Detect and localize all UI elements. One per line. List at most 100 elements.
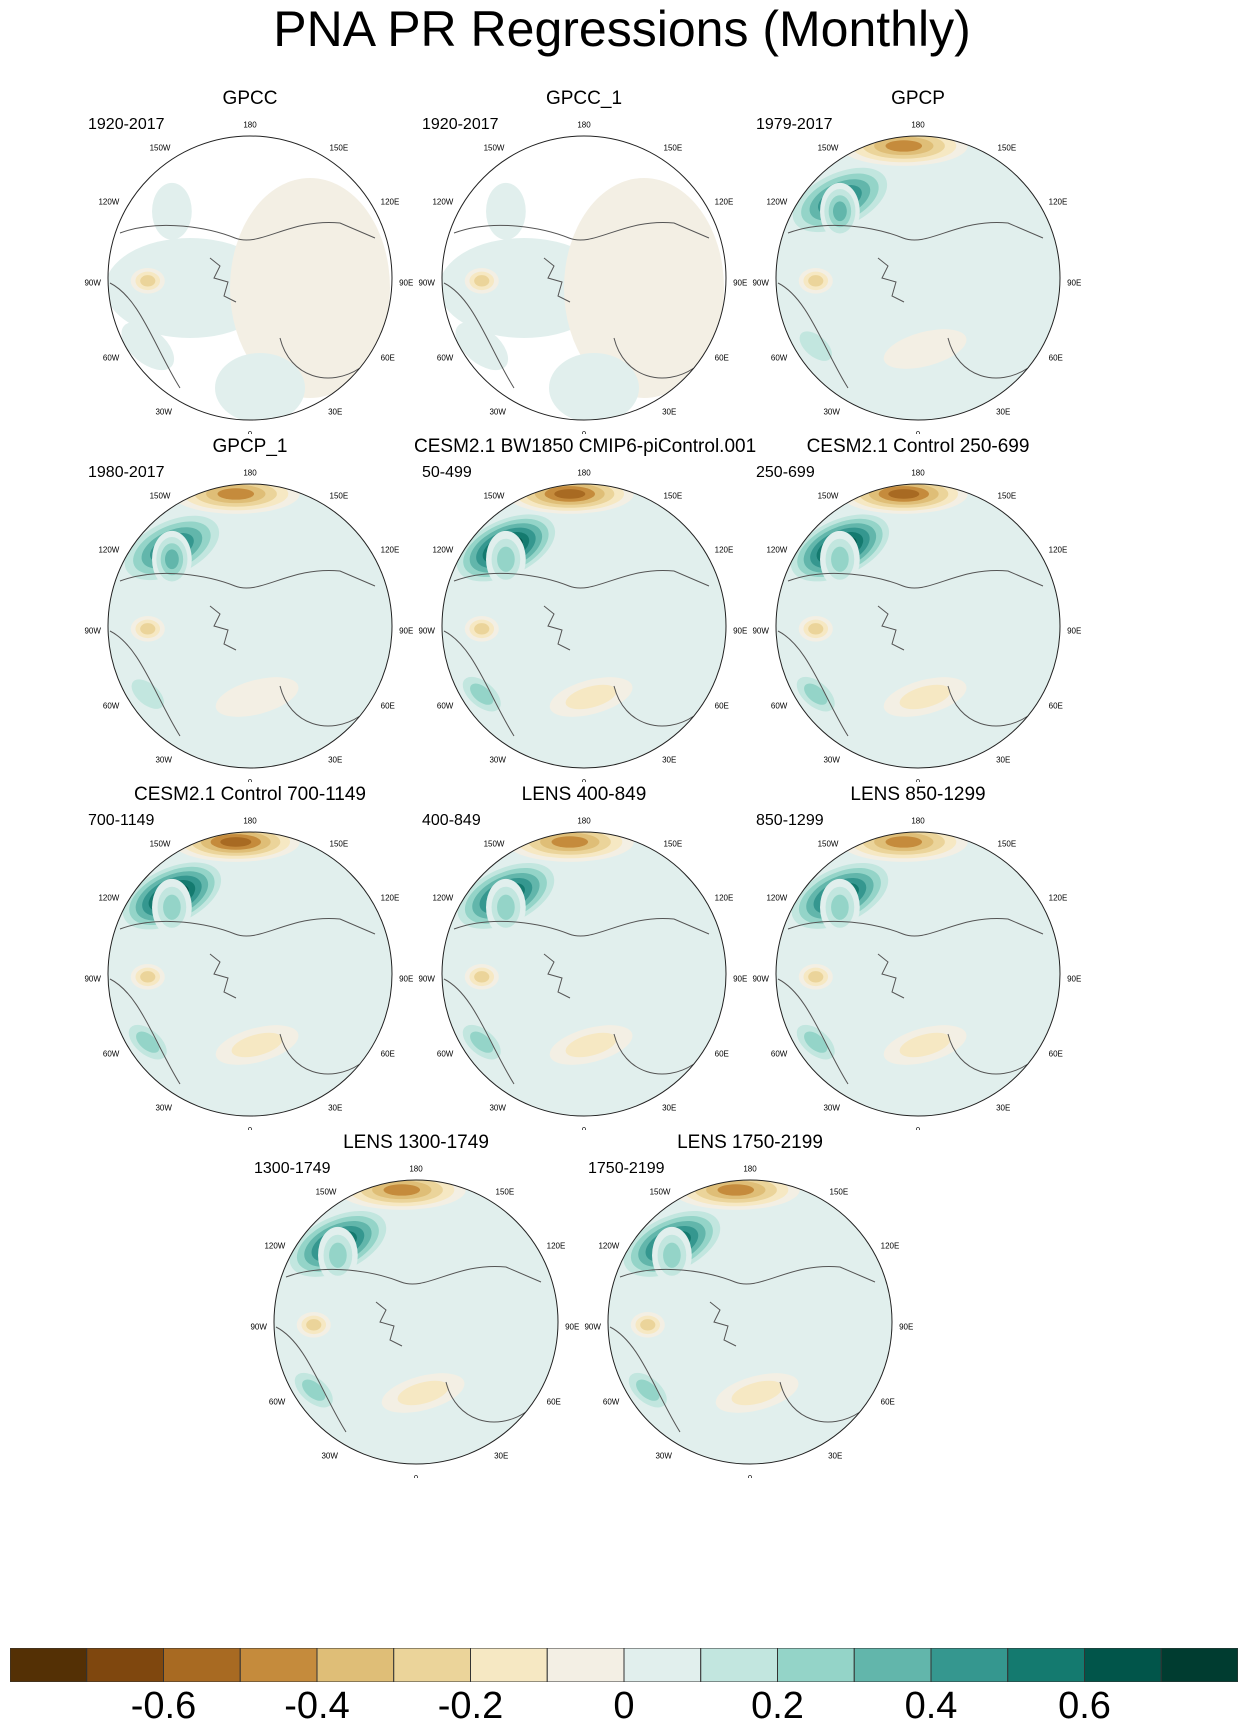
colorbar-swatch — [163, 1648, 241, 1682]
longitude-label: 30W — [489, 1103, 506, 1112]
longitude-label: 120E — [547, 1241, 566, 1250]
contour-interior-dry — [640, 1319, 656, 1331]
longitude-label: 30E — [996, 407, 1010, 416]
polar-map: 180 150E 120E 90E 60E 30E 0 30W 60W 90W 120W 150W — [84, 817, 413, 1130]
longitude-label: 150E — [664, 491, 683, 500]
longitude-label: 0 — [582, 778, 587, 782]
colorbar-tick-label: -0.2 — [437, 1685, 504, 1727]
longitude-label: 180 — [409, 1165, 423, 1174]
coastline — [543, 257, 571, 303]
polar-map: 180 150E 120E 90E 60E 30E 0 30W 60W 90W 120W 150W — [418, 817, 747, 1130]
longitude-label: 150W — [150, 143, 171, 152]
map-border — [607, 1179, 893, 1465]
map-panel: GPCC_1 1920-2017 180 150E 120E 90E 60E 30E 0 30W 6… — [414, 88, 754, 460]
longitude-label: 120E — [715, 545, 734, 554]
contour-interior-dry — [474, 623, 490, 635]
longitude-label: 120W — [264, 1241, 285, 1250]
contour-interior-dry — [474, 275, 490, 287]
longitude-label: 30W — [823, 407, 840, 416]
longitude-label: 90W — [418, 626, 435, 635]
longitude-label: 150E — [664, 839, 683, 848]
coastline — [209, 257, 237, 303]
polar-map: 180 150E 120E 90E 60E 30E 0 30W 60W 90W 120W 150W — [752, 469, 1081, 782]
longitude-label: 120W — [98, 893, 119, 902]
colorbar-swatch — [700, 1648, 778, 1682]
longitude-label: 60E — [715, 354, 729, 363]
colorbar-swatch — [239, 1648, 318, 1682]
longitude-label: 150E — [330, 143, 349, 152]
longitude-label: 90W — [84, 626, 101, 635]
longitude-label: 120E — [715, 893, 734, 902]
contour-coast-wet — [152, 182, 192, 240]
coastline — [109, 282, 181, 389]
contour-atlantic-dry — [899, 684, 951, 710]
longitude-label: 150E — [998, 491, 1017, 500]
coastline — [109, 978, 181, 1085]
colorbar-swatch — [930, 1648, 1009, 1682]
longitude-label: 60E — [381, 702, 395, 711]
longitude-label: 60E — [881, 1398, 895, 1407]
longitude-label: 120W — [98, 197, 119, 206]
panel-period: 1750-2199 — [588, 1160, 665, 1177]
longitude-label: 30E — [662, 755, 676, 764]
contour-se-us-wet — [131, 679, 164, 709]
longitude-label: 150W — [150, 839, 171, 848]
longitude-label: 60E — [1049, 354, 1063, 363]
longitude-label: 150W — [484, 491, 505, 500]
contour-atlantic-dry — [565, 684, 617, 710]
contour-atlantic-dry — [397, 1380, 449, 1406]
longitude-label: 90E — [1067, 278, 1081, 287]
coastline — [119, 917, 376, 937]
colorbar-swatch — [853, 1648, 932, 1682]
longitude-label: 120E — [715, 197, 734, 206]
longitude-label: 180 — [243, 121, 257, 130]
colorbar — [10, 1648, 1238, 1682]
coastline — [787, 569, 1044, 589]
map-panel: GPCC 1920-2017 180 150E 120E 90E 60E 30E 0 30W 60W… — [80, 88, 420, 460]
panel-title: GPCP — [891, 88, 945, 109]
map-panel: LENS 1300-1749 1300-1749 180 150E 120E 90E 60E… — [246, 1132, 586, 1504]
coastline — [209, 953, 237, 999]
coastline — [279, 685, 361, 727]
map-border — [441, 135, 727, 421]
contour-coast-wet — [164, 549, 179, 570]
polar-map: 180 150E 120E 90E 60E 30E 0 30W 60W 90W 120W 150W — [84, 121, 413, 434]
longitude-label: 90W — [752, 278, 769, 287]
contour-coast-wet — [486, 182, 526, 240]
longitude-label: 150E — [998, 839, 1017, 848]
coastline — [453, 917, 710, 937]
polar-map: 180 150E 120E 90E 60E 30E 0 30W 60W 90W 120W 150W — [752, 121, 1081, 434]
coastline — [119, 569, 376, 589]
coastline — [619, 1265, 876, 1285]
longitude-label: 120W — [766, 545, 787, 554]
figure-title: PNA PR Regressions (Monthly) — [273, 1, 971, 57]
coastline — [443, 978, 515, 1085]
longitude-label: 150W — [150, 491, 171, 500]
longitude-label: 90W — [752, 974, 769, 983]
panel-period: 700-1149 — [88, 812, 155, 829]
colorbar-swatch — [10, 1648, 88, 1682]
longitude-label: 90W — [584, 1322, 601, 1331]
longitude-label: 30W — [321, 1451, 338, 1460]
longitude-label: 60E — [1049, 1050, 1063, 1059]
contour-interior-dry — [306, 1319, 322, 1331]
polar-map: 180 150E 120E 90E 60E 30E 0 30W 60W 90W 120W 150W — [250, 1165, 579, 1478]
contour-atlantic-dry — [899, 1032, 951, 1058]
contour-se-us-wet — [455, 322, 509, 371]
land-field — [230, 178, 390, 398]
map-panel: LENS 400-849 400-849 180 150E 120E 90E 60E 30E 0… — [414, 784, 754, 1156]
contour-interior-dry — [808, 623, 824, 635]
panel-period: 400-849 — [422, 812, 481, 829]
colorbar-swatch — [1160, 1648, 1238, 1682]
contour-coast-wet — [831, 546, 849, 572]
panel-title: GPCC — [222, 88, 278, 109]
panel-period: 1920-2017 — [422, 116, 499, 133]
longitude-label: 90E — [565, 1322, 579, 1331]
longitude-label: 150E — [496, 1187, 515, 1196]
longitude-label: 90W — [418, 278, 435, 287]
contour-atlantic-dry — [883, 329, 967, 369]
polar-map: 180 150E 120E 90E 60E 30E 0 30W 60W 90W 120W 150W — [418, 469, 747, 782]
longitude-label: 180 — [911, 469, 925, 478]
contour-interior-dry — [140, 275, 156, 287]
panel-title: GPCP_1 — [212, 436, 288, 457]
